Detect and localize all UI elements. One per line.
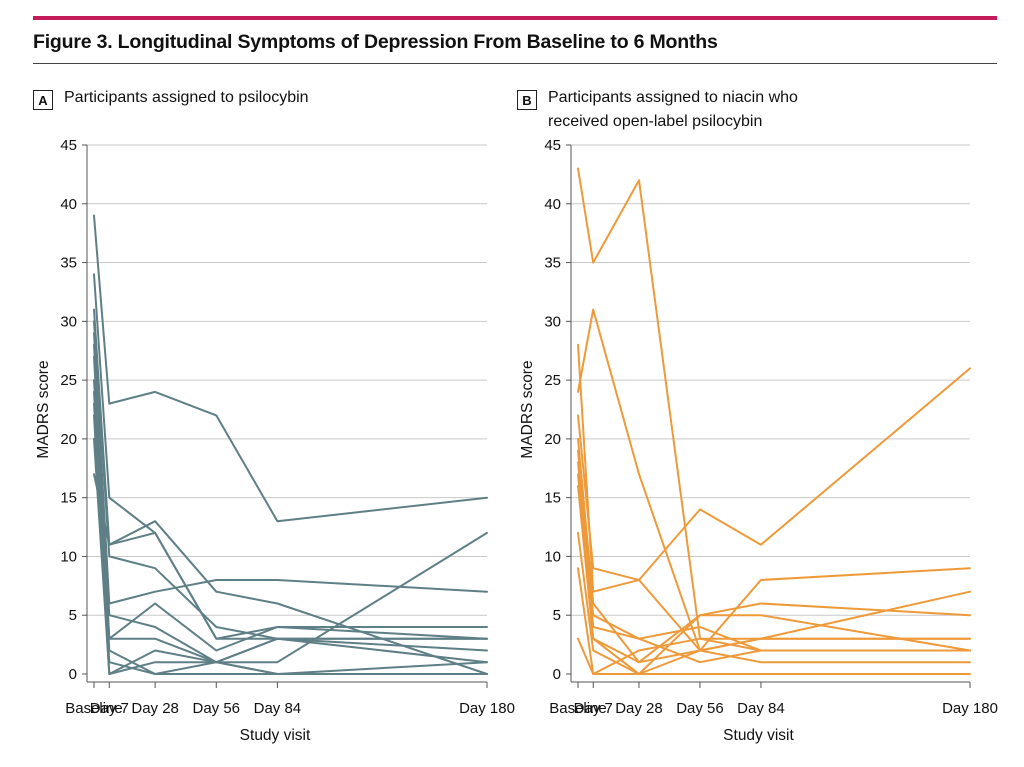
panel-a-x-tick-label: Day 28 [131, 700, 179, 717]
panel-b-x-axis-title: Study visit [723, 727, 794, 744]
panel-b-series-line-4 [577, 414, 971, 652]
panel-b-title: Participants assigned to niacin who rece… [548, 86, 798, 134]
panel-b-y-tick-label: 15 [544, 490, 561, 507]
title-divider [33, 63, 997, 64]
figure-title: Figure 3. Longitudinal Symptoms of Depre… [33, 31, 718, 53]
panel-b-y-tick-label: 45 [544, 137, 561, 154]
panel-a-y-tick-label: 25 [60, 372, 77, 389]
panel-a-y-tick-label: 30 [60, 313, 77, 330]
panel-b-y-tick-label: 25 [544, 372, 561, 389]
panel-a-x-axis-title: Study visit [240, 727, 311, 744]
panel-a-y-tick-label: 0 [69, 666, 77, 683]
panel-a-y-tick-label: 15 [60, 490, 77, 507]
panel-b-y-axis-title: MADRS score [519, 360, 536, 458]
panel-a-series-line-13 [93, 437, 488, 675]
panel-a-title: Participants assigned to psilocybin [64, 86, 309, 110]
panel-b-y-tick-label: 40 [544, 196, 561, 213]
panel-a-x-tick-label: Day 56 [193, 700, 241, 717]
panel-a-series-line-5 [93, 320, 488, 664]
panel-b-y-tick-label: 10 [544, 548, 561, 565]
panel-a-letter: A [33, 90, 53, 110]
panel-b-y-tick-label: 35 [544, 255, 561, 272]
panel-a-x-tick-label: Day 84 [254, 700, 302, 717]
panel-b-series-line-8 [577, 531, 971, 675]
panel-b-series-line-5 [577, 437, 971, 664]
panel-a-title-line: Participants assigned to psilocybin [64, 89, 309, 106]
panel-a-series-line-2 [93, 473, 488, 675]
panel-b-x-tick-label: Day 28 [615, 700, 663, 717]
panel-b-title-line-2: received open-label psilocybin [548, 113, 763, 130]
panel-a-y-tick-label: 5 [69, 607, 77, 624]
panel-a-y-axis-title: MADRS score [35, 360, 52, 458]
panel-b-x-tick-label: Day 56 [676, 700, 724, 717]
panel-a-series-line-1 [93, 214, 488, 523]
panel-a-header: A Participants assigned to psilocybin [33, 89, 309, 110]
panel-b-letter: B [517, 90, 537, 110]
panel-b-title-line-1: Participants assigned to niacin who [548, 89, 798, 106]
panel-b-series-line-2 [577, 308, 971, 652]
panel-b-x-tick-label: Day 84 [737, 700, 785, 717]
panel-b-series-line-1 [577, 167, 971, 640]
panel-a-x-tick-label: Day 7 [90, 700, 129, 717]
panel-b-series-line-9 [577, 567, 971, 675]
panel-a-y-tick-label: 40 [60, 196, 77, 213]
panel-b-series-line-12 [577, 473, 971, 664]
panel-a-y-tick-label: 35 [60, 255, 77, 272]
panel-a-y-tick-label: 10 [60, 548, 77, 565]
panel-a-y-tick-label: 45 [60, 137, 77, 154]
top-accent-rule [33, 16, 997, 20]
panel-b-y-tick-label: 20 [544, 431, 561, 448]
panel-b-series-line-10 [577, 637, 971, 675]
panel-a-x-tick-label: Baseline [65, 700, 123, 717]
panel-b-x-tick-label: Day 180 [942, 700, 998, 717]
panel-b-x-tick-label: Day 7 [574, 700, 613, 717]
panel-b-x-tick-label: Baseline [549, 700, 607, 717]
panel-b-y-tick-label: 30 [544, 313, 561, 330]
panel-a-x-tick-label: Day 180 [459, 700, 515, 717]
panel-a-y-tick-label: 20 [60, 431, 77, 448]
panel-b-series-line-11 [577, 461, 971, 652]
panel-b-header: B Participants assigned to niacin who re… [517, 89, 798, 134]
panel-b-y-tick-label: 5 [553, 607, 561, 624]
panel-b-y-tick-label: 0 [553, 666, 561, 683]
